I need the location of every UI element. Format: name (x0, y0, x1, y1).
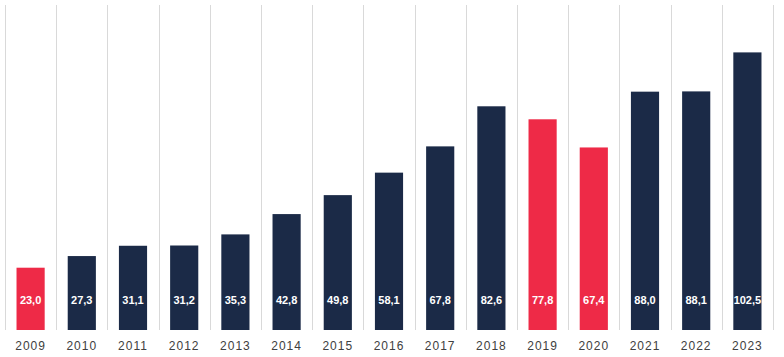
grid-line (773, 5, 774, 330)
data-label: 42,8 (276, 294, 297, 306)
data-label: 31,2 (173, 294, 194, 306)
bar (119, 246, 147, 330)
x-tick-label: 2015 (322, 339, 353, 353)
bars (17, 52, 762, 330)
data-label: 27,3 (71, 294, 92, 306)
grid-line (466, 5, 467, 330)
x-tick-label: 2012 (169, 339, 200, 353)
x-tick-label: 2019 (527, 339, 558, 353)
bar (221, 234, 249, 330)
x-tick-label: 2016 (374, 339, 405, 353)
grid-line (415, 5, 416, 330)
bar (17, 268, 45, 330)
x-tick-label: 2018 (476, 339, 507, 353)
data-label: 67,4 (583, 294, 605, 306)
bar (170, 246, 198, 331)
x-tick-label: 2014 (271, 339, 302, 353)
x-tick-label: 2011 (118, 339, 148, 353)
data-label: 77,8 (532, 294, 553, 306)
y-range-line (5, 5, 6, 330)
bar (426, 146, 454, 330)
bar (580, 147, 608, 330)
bar (682, 91, 710, 330)
bar (273, 214, 301, 330)
bar (324, 195, 352, 330)
grid-line (619, 5, 620, 330)
grid-line (56, 5, 57, 330)
data-label: 67,8 (429, 294, 450, 306)
data-label: 88,1 (685, 294, 706, 306)
x-tick-label: 2017 (425, 339, 456, 353)
data-label: 31,1 (122, 294, 143, 306)
bar (733, 52, 761, 330)
data-label: 35,3 (225, 294, 246, 306)
grid-line (210, 5, 211, 330)
bar (529, 119, 557, 330)
data-label: 102,5 (734, 294, 762, 306)
x-tick-label: 2009 (15, 339, 46, 353)
x-tick-label: 2022 (681, 339, 712, 353)
chart-svg: 23,0 2009 27,3 2010 31,1 2011 31,2 2012 35,3 2013… (0, 0, 784, 357)
grid-line (261, 5, 262, 330)
x-tick-label: 2013 (220, 339, 251, 353)
x-tick-label: 2020 (578, 339, 609, 353)
grid-line (671, 5, 672, 330)
x-tick-label: 2023 (732, 339, 763, 353)
grid-line (159, 5, 160, 330)
data-label: 49,8 (327, 294, 348, 306)
bar (375, 173, 403, 330)
bar (68, 256, 96, 330)
x-tick-label: 2010 (66, 339, 97, 353)
chart-container: 23,0 2009 27,3 2010 31,1 2011 31,2 2012 35,3 2013… (0, 0, 784, 357)
x-tick-label: 2021 (630, 339, 661, 353)
grid-line (107, 5, 108, 330)
bar (477, 106, 505, 330)
grid-line (568, 5, 569, 330)
data-label: 88,0 (634, 294, 655, 306)
grid-line (312, 5, 313, 330)
grid-line (517, 5, 518, 330)
grid-line (363, 5, 364, 330)
grid-line (722, 5, 723, 330)
labels: 23,0 2009 27,3 2010 31,1 2011 31,2 2012 35,3 2013… (15, 294, 763, 353)
data-label: 58,1 (378, 294, 399, 306)
data-label: 23,0 (20, 294, 41, 306)
bar (631, 92, 659, 330)
data-label: 82,6 (481, 294, 502, 306)
